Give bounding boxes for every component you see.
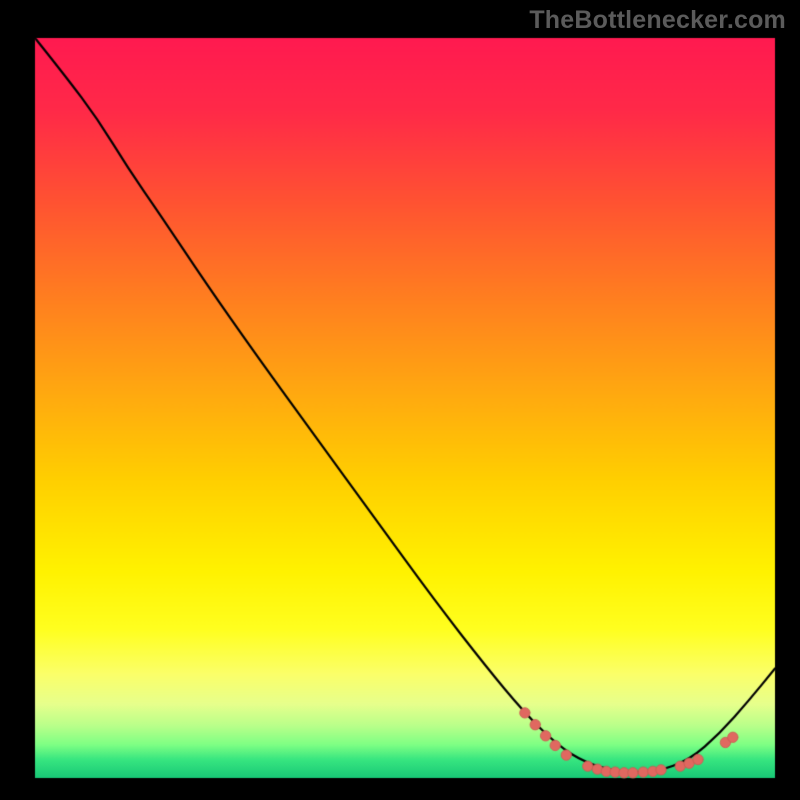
curve-layer bbox=[0, 0, 800, 800]
chart-container: TheBottlenecker.com bbox=[0, 0, 800, 800]
watermark-text: TheBottlenecker.com bbox=[529, 6, 786, 35]
